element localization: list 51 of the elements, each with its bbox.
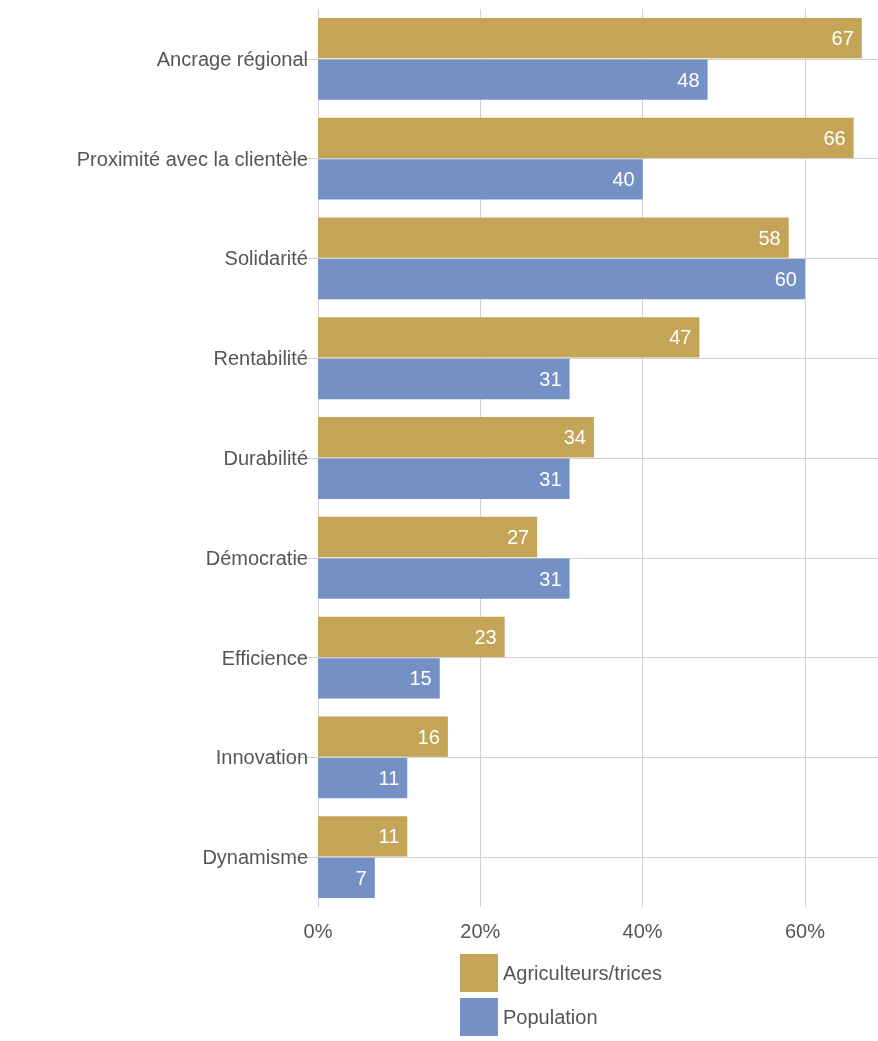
data-label: 40: [612, 168, 635, 191]
data-label: 11: [378, 825, 400, 848]
y-tick-label: Démocratie: [205, 546, 308, 569]
data-label: 31: [539, 567, 562, 590]
x-tick-label: 60%: [784, 920, 826, 942]
y-tick-label: Durabilité: [223, 447, 308, 469]
bar: [318, 658, 440, 699]
y-tick-label: Proximité avec la clientèle: [76, 147, 308, 170]
y-tick-label: Efficience: [221, 646, 308, 669]
data-label: 34: [563, 426, 586, 449]
data-label: 23: [474, 625, 497, 648]
y-tick-label: Solidarité: [224, 247, 308, 270]
data-label: 27: [506, 526, 530, 549]
bar: [318, 358, 570, 400]
bar: [318, 117, 854, 159]
data-label: 31: [539, 467, 562, 490]
x-tick-label: 20%: [460, 920, 501, 942]
bar: [318, 558, 570, 599]
data-label: 31: [539, 367, 562, 390]
bar: [318, 757, 408, 799]
bar: [318, 458, 570, 499]
bar: [318, 516, 538, 558]
legend-label: Agriculteurs/trices: [503, 962, 662, 984]
bar: [318, 59, 708, 100]
y-tick-label: Innovation: [215, 746, 308, 769]
data-label: 16: [417, 725, 440, 748]
x-tick-label: 0%: [303, 920, 333, 942]
y-tick-label: Rentabilité: [213, 347, 308, 370]
bar: [318, 816, 408, 857]
bar: [318, 417, 594, 458]
data-label: 60: [774, 268, 797, 291]
bar: [318, 159, 643, 200]
data-label: 66: [823, 126, 846, 149]
x-tick-label: 40%: [622, 920, 663, 942]
legend-label: Population: [503, 1006, 598, 1028]
data-label: 11: [378, 767, 400, 790]
data-label: 58: [758, 226, 781, 249]
data-label: 48: [677, 68, 700, 91]
data-label: 15: [409, 667, 432, 690]
bar: [318, 857, 375, 899]
y-tick-label: Dynamisme: [202, 846, 308, 869]
data-label: 47: [669, 326, 692, 349]
bar: [318, 259, 805, 300]
y-tick-label: Ancrage régional: [156, 47, 308, 70]
data-label: 67: [831, 27, 854, 50]
bar: [318, 317, 700, 358]
bar: [318, 716, 448, 757]
bar: [318, 616, 505, 657]
data-label: 7: [355, 866, 367, 889]
bar: [318, 217, 789, 258]
bar: [318, 17, 862, 59]
